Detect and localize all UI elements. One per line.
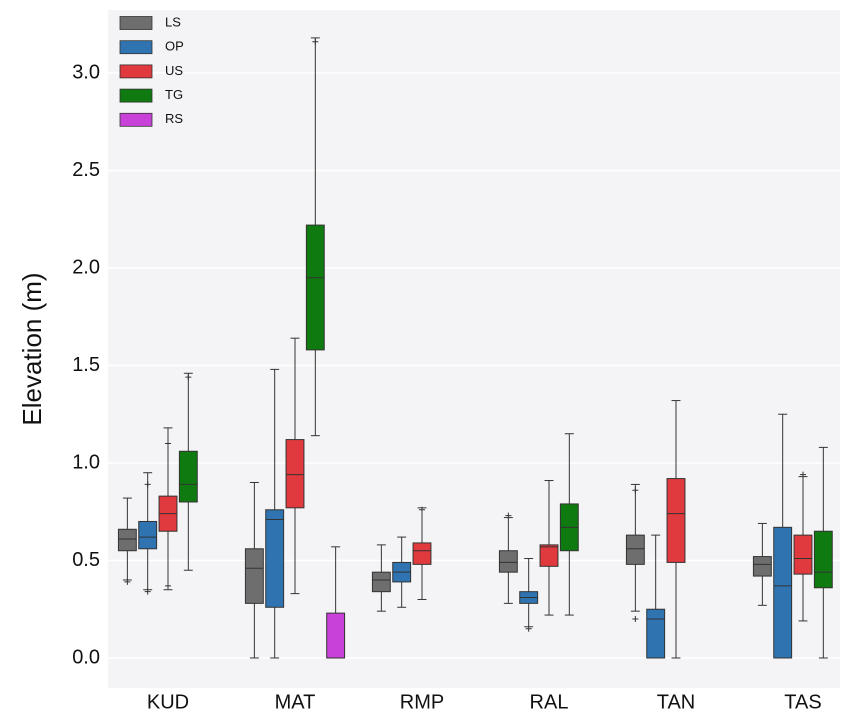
x-tick-label: TAN — [657, 691, 696, 713]
box — [498, 550, 518, 573]
legend-label: RS — [165, 111, 183, 126]
plot-background — [108, 10, 840, 688]
flier — [312, 38, 319, 45]
y-tick-label: 0.5 — [72, 549, 100, 571]
box-group — [326, 546, 346, 659]
flier — [800, 471, 806, 478]
box — [285, 439, 305, 509]
flier — [124, 578, 131, 585]
box-group — [158, 427, 178, 591]
box-group — [752, 522, 772, 606]
flier — [165, 582, 171, 589]
box-group — [813, 446, 833, 659]
box — [412, 542, 432, 565]
legend-swatch — [119, 16, 153, 30]
legend-swatch — [119, 88, 153, 103]
legend-label: US — [165, 63, 183, 78]
box — [265, 509, 285, 608]
box — [117, 528, 137, 552]
box — [793, 534, 813, 575]
x-tick-label: RMP — [400, 691, 444, 713]
y-tick-label: 0.0 — [72, 646, 100, 668]
box — [178, 450, 198, 503]
box-group — [392, 536, 412, 608]
y-tick-label: 1.0 — [72, 451, 100, 473]
x-tick-label: TAS — [784, 691, 821, 713]
y-tick-label: 2.5 — [72, 159, 100, 181]
flier — [165, 440, 171, 447]
box — [326, 612, 346, 659]
box — [539, 544, 559, 567]
legend-label: LS — [165, 14, 181, 29]
box-group — [138, 472, 158, 595]
box-group — [519, 558, 539, 632]
box-group — [559, 433, 579, 616]
legend-swatch — [119, 112, 153, 127]
box-group — [498, 512, 518, 604]
y-tick-label: 3.0 — [72, 61, 100, 83]
box — [773, 526, 793, 659]
legend-swatch — [119, 40, 153, 55]
box-group — [244, 481, 264, 659]
flier — [144, 588, 151, 595]
box-group — [305, 37, 325, 437]
box-group — [539, 480, 559, 616]
flier — [632, 615, 639, 622]
flier — [632, 487, 639, 494]
flier — [419, 506, 425, 513]
legend-swatch — [119, 64, 153, 79]
box — [625, 534, 645, 565]
box-group — [625, 483, 645, 622]
box-group — [178, 372, 198, 571]
box-group — [117, 497, 137, 585]
box — [666, 478, 686, 563]
y-axis-title: Elevation (m) — [17, 272, 47, 425]
flier — [525, 625, 532, 632]
flier — [505, 512, 512, 519]
box-group — [646, 534, 666, 659]
x-tick-label: KUD — [147, 691, 189, 713]
x-tick-label: RAL — [530, 691, 569, 713]
box — [244, 548, 264, 604]
box — [813, 530, 833, 589]
flier — [144, 481, 151, 488]
box — [752, 556, 772, 577]
box-group — [773, 413, 793, 659]
y-tick-label: 2.0 — [72, 256, 100, 278]
box-group — [666, 400, 686, 659]
box-group — [793, 471, 813, 622]
flier — [185, 374, 192, 381]
box-group — [265, 368, 285, 659]
box — [305, 224, 325, 351]
box-group — [285, 337, 305, 595]
box-group — [412, 506, 432, 600]
box — [646, 608, 666, 659]
x-tick-label: MAT — [275, 691, 316, 713]
y-tick-label: 1.5 — [72, 354, 100, 376]
box — [138, 520, 158, 550]
legend-label: OP — [165, 39, 184, 54]
box-group — [371, 544, 391, 612]
legend-label: TG — [165, 87, 183, 102]
box — [371, 571, 391, 593]
